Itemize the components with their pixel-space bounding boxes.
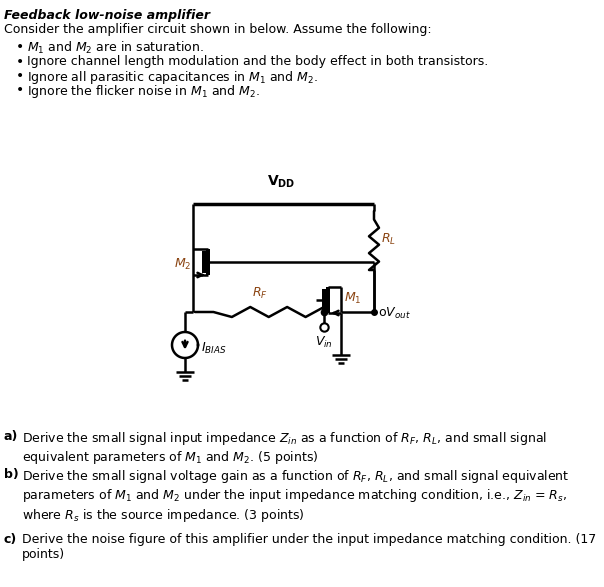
Text: •: • bbox=[16, 40, 24, 54]
Text: Ignore channel length modulation and the body effect in both transistors.: Ignore channel length modulation and the… bbox=[27, 55, 488, 68]
Text: $R_F$: $R_F$ bbox=[252, 286, 268, 301]
Text: Derive the small signal voltage gain as a function of $R_F$, $R_L$, and small si: Derive the small signal voltage gain as … bbox=[22, 468, 570, 524]
Text: $\mathbf{V_{DD}}$: $\mathbf{V_{DD}}$ bbox=[268, 174, 296, 190]
Text: $R_L$: $R_L$ bbox=[381, 232, 396, 247]
Text: a): a) bbox=[4, 430, 18, 443]
Text: $M_2$: $M_2$ bbox=[173, 257, 191, 272]
Text: Ignore all parasitic capacitances in $M_1$ and $M_2$.: Ignore all parasitic capacitances in $M_… bbox=[27, 69, 318, 86]
Text: Derive the small signal input impedance $Z_{in}$ as a function of $R_F$, $R_L$, : Derive the small signal input impedance … bbox=[22, 430, 547, 467]
Text: $V_{in}$: $V_{in}$ bbox=[315, 335, 333, 350]
Text: c): c) bbox=[4, 533, 18, 546]
Text: $M_1$ and $M_2$ are in saturation.: $M_1$ and $M_2$ are in saturation. bbox=[27, 40, 204, 56]
Text: Derive the noise figure of this amplifier under the input impedance matching con: Derive the noise figure of this amplifie… bbox=[22, 533, 596, 561]
Text: Feedback low-noise amplifier: Feedback low-noise amplifier bbox=[4, 9, 210, 22]
Text: •: • bbox=[16, 55, 24, 69]
Text: $I_{BIAS}$: $I_{BIAS}$ bbox=[201, 340, 226, 356]
Text: b): b) bbox=[4, 468, 19, 481]
Text: $\mathrm{o}V_{out}$: $\mathrm{o}V_{out}$ bbox=[378, 305, 411, 321]
Text: •: • bbox=[16, 83, 24, 97]
Text: Ignore the flicker noise in $M_1$ and $M_2$.: Ignore the flicker noise in $M_1$ and $M… bbox=[27, 83, 260, 100]
Text: Consider the amplifier circuit shown in below. Assume the following:: Consider the amplifier circuit shown in … bbox=[4, 23, 432, 36]
Text: •: • bbox=[16, 69, 24, 83]
Text: $M_1$: $M_1$ bbox=[344, 291, 362, 306]
